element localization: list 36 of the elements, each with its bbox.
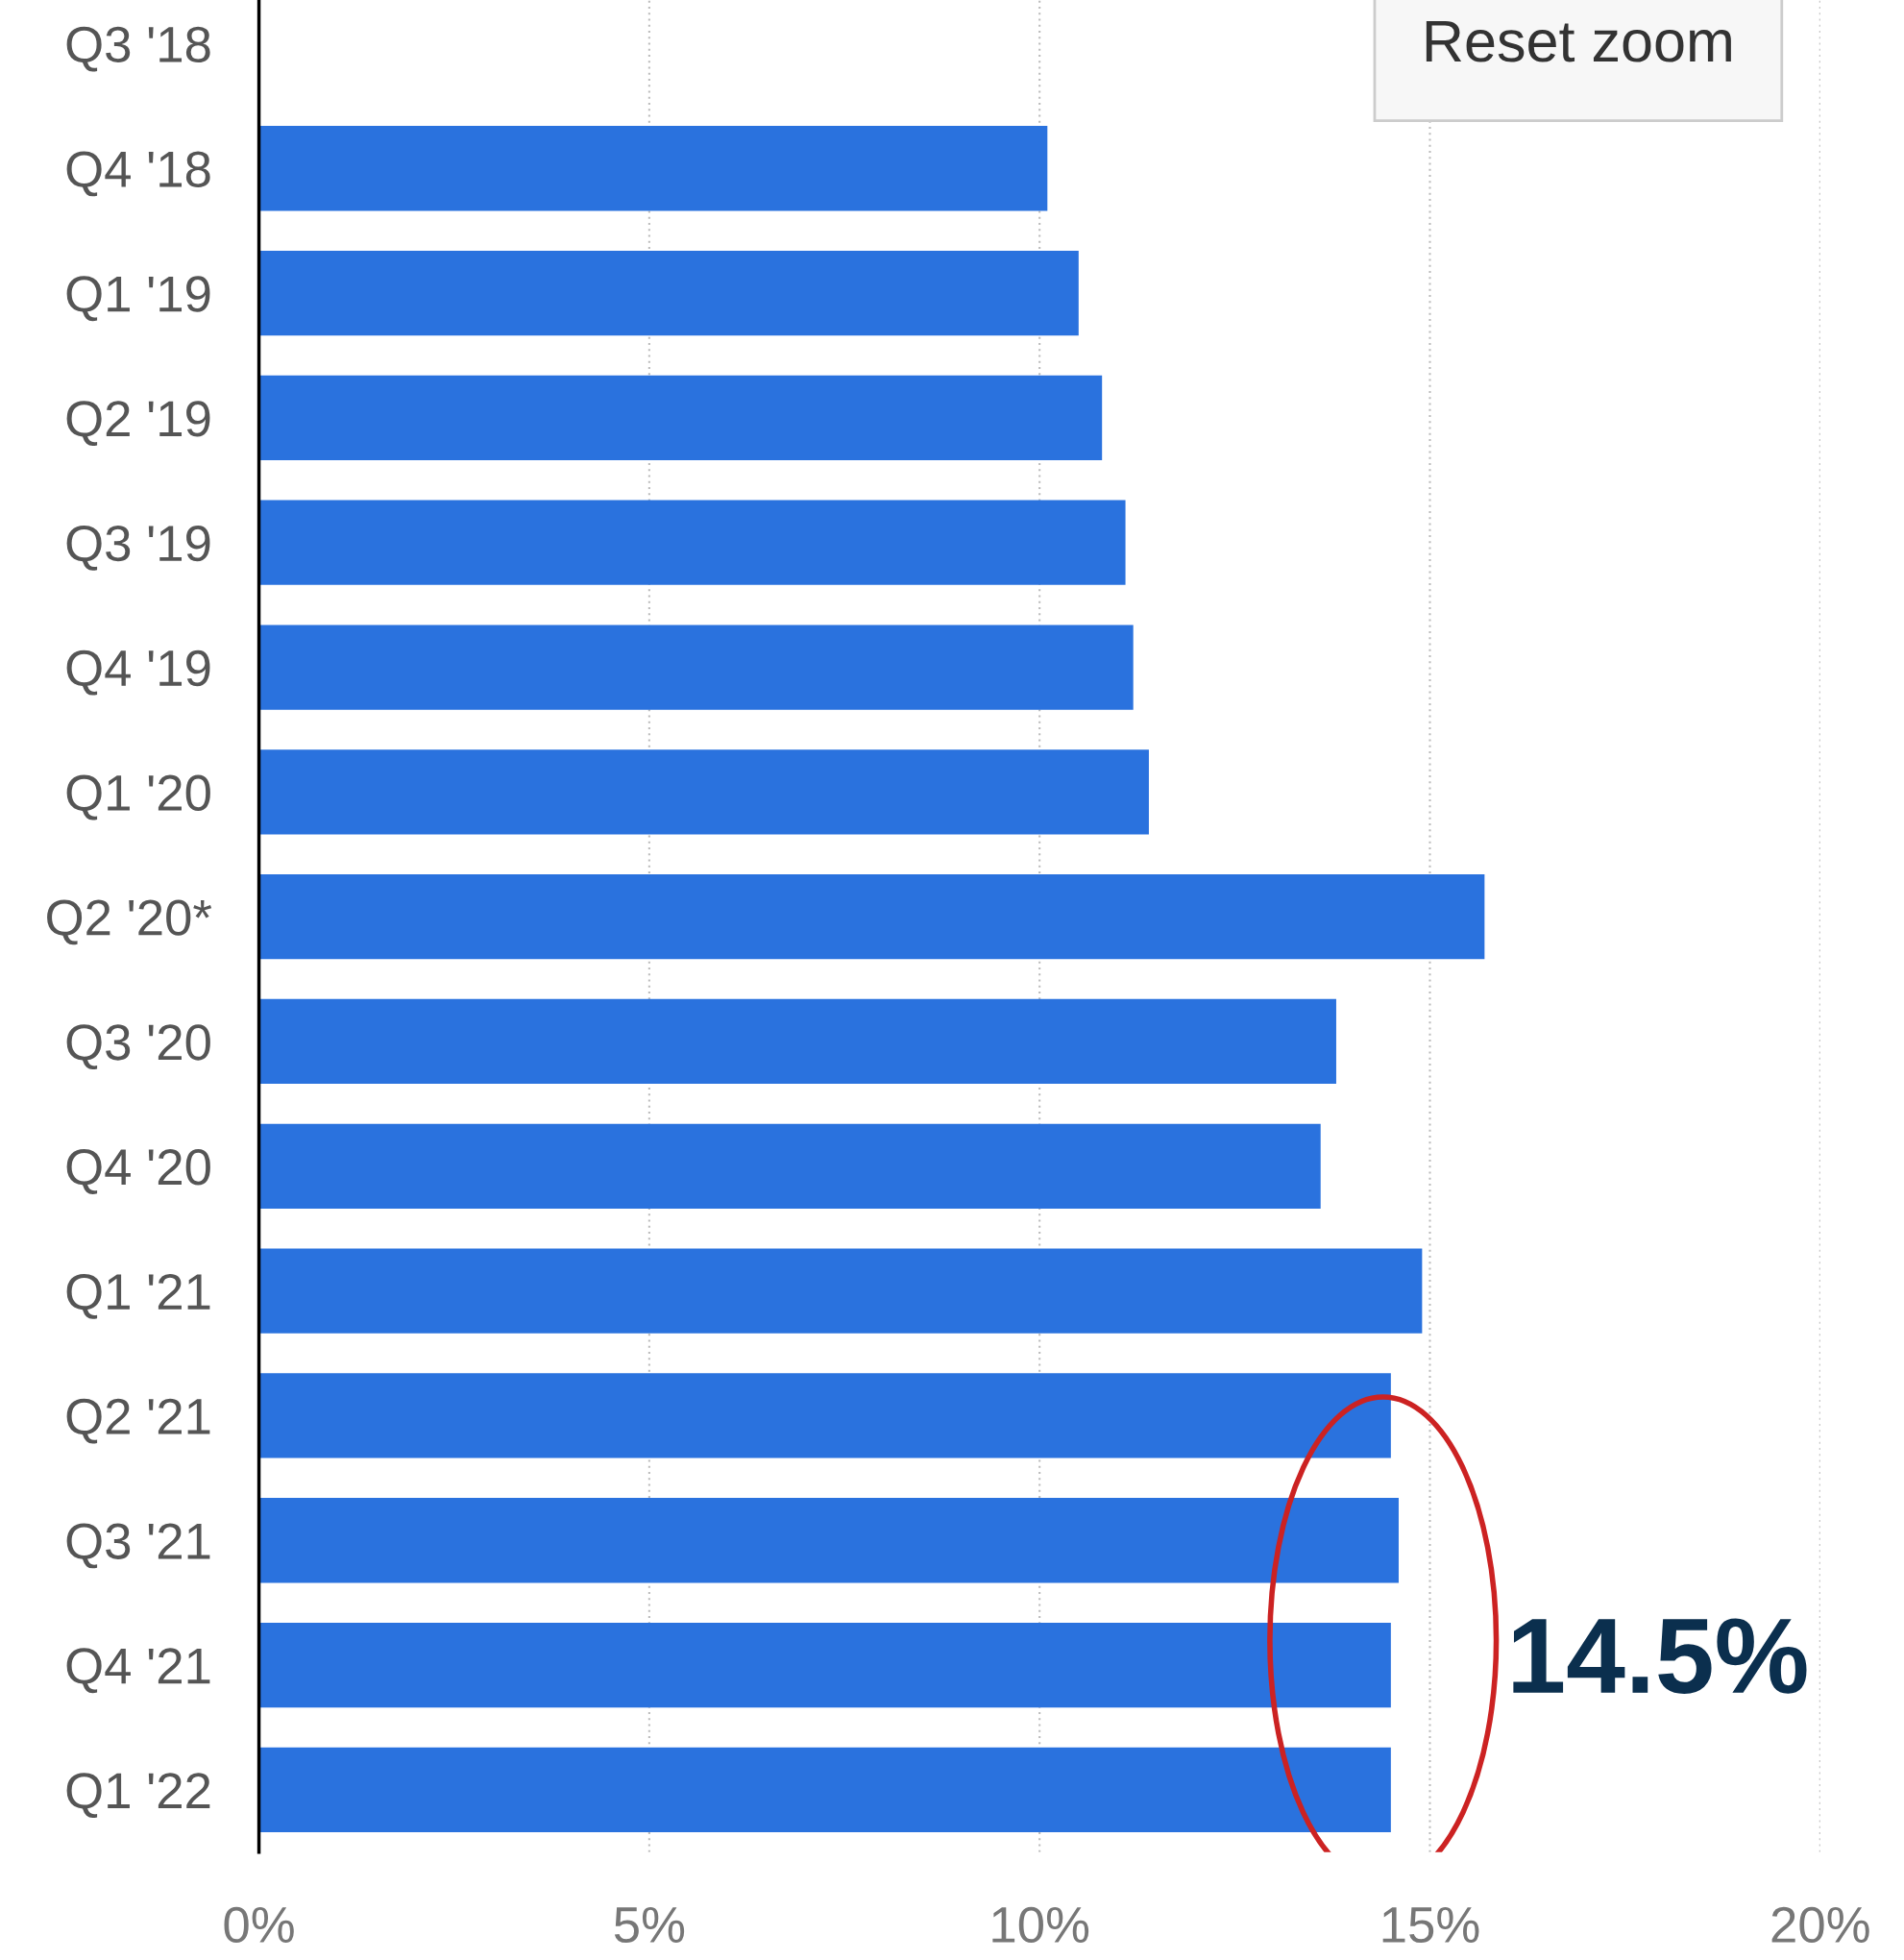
y-tick-label: Q2 '20* xyxy=(47,899,212,945)
y-tick-label: Q1 '21 xyxy=(66,1273,210,1319)
bar xyxy=(258,1373,1391,1458)
x-tick-label: 5% xyxy=(614,1906,685,1944)
annotation: 14.5% xyxy=(1513,1618,1807,1694)
y-tick-label: Q1 '22 xyxy=(66,1773,210,1818)
bar xyxy=(258,1498,1399,1583)
y-tick-label: Q4 '21 xyxy=(66,1648,210,1694)
bar xyxy=(258,500,1126,585)
bar xyxy=(258,625,1134,710)
bar xyxy=(258,1622,1391,1708)
bar xyxy=(258,375,1103,461)
y-tick-label: Q4 '19 xyxy=(66,649,210,696)
y-tick-label: Q1 '19 xyxy=(66,276,210,322)
x-tick-label: 15% xyxy=(1382,1906,1479,1944)
bar xyxy=(258,1248,1423,1334)
x-tick-label: 10% xyxy=(992,1906,1089,1944)
y-tick-label: Q4 '20 xyxy=(66,1149,210,1194)
x-tick-label: 0% xyxy=(224,1906,294,1944)
y-tick-label: Q2 '21 xyxy=(66,1398,210,1444)
bar xyxy=(258,1123,1321,1209)
y-tick-label: Q3 '18 xyxy=(66,26,210,72)
bar xyxy=(258,250,1079,336)
bar xyxy=(258,874,1485,960)
annotation: Reset zoom xyxy=(1426,20,1731,62)
y-tick-label: Q1 '20 xyxy=(66,774,210,821)
x-tick-label: 20% xyxy=(1771,1906,1869,1944)
bar xyxy=(258,1747,1391,1833)
y-tick-label: Q4 '18 xyxy=(66,151,210,197)
bar xyxy=(258,749,1149,835)
y-tick-label: Q3 '20 xyxy=(66,1024,210,1070)
bar xyxy=(258,126,1048,211)
y-tick-label: Q2 '19 xyxy=(66,401,210,446)
bar xyxy=(258,998,1336,1085)
y-tick-label: Q3 '21 xyxy=(66,1523,210,1569)
y-tick-label: Q3 '19 xyxy=(66,525,210,571)
